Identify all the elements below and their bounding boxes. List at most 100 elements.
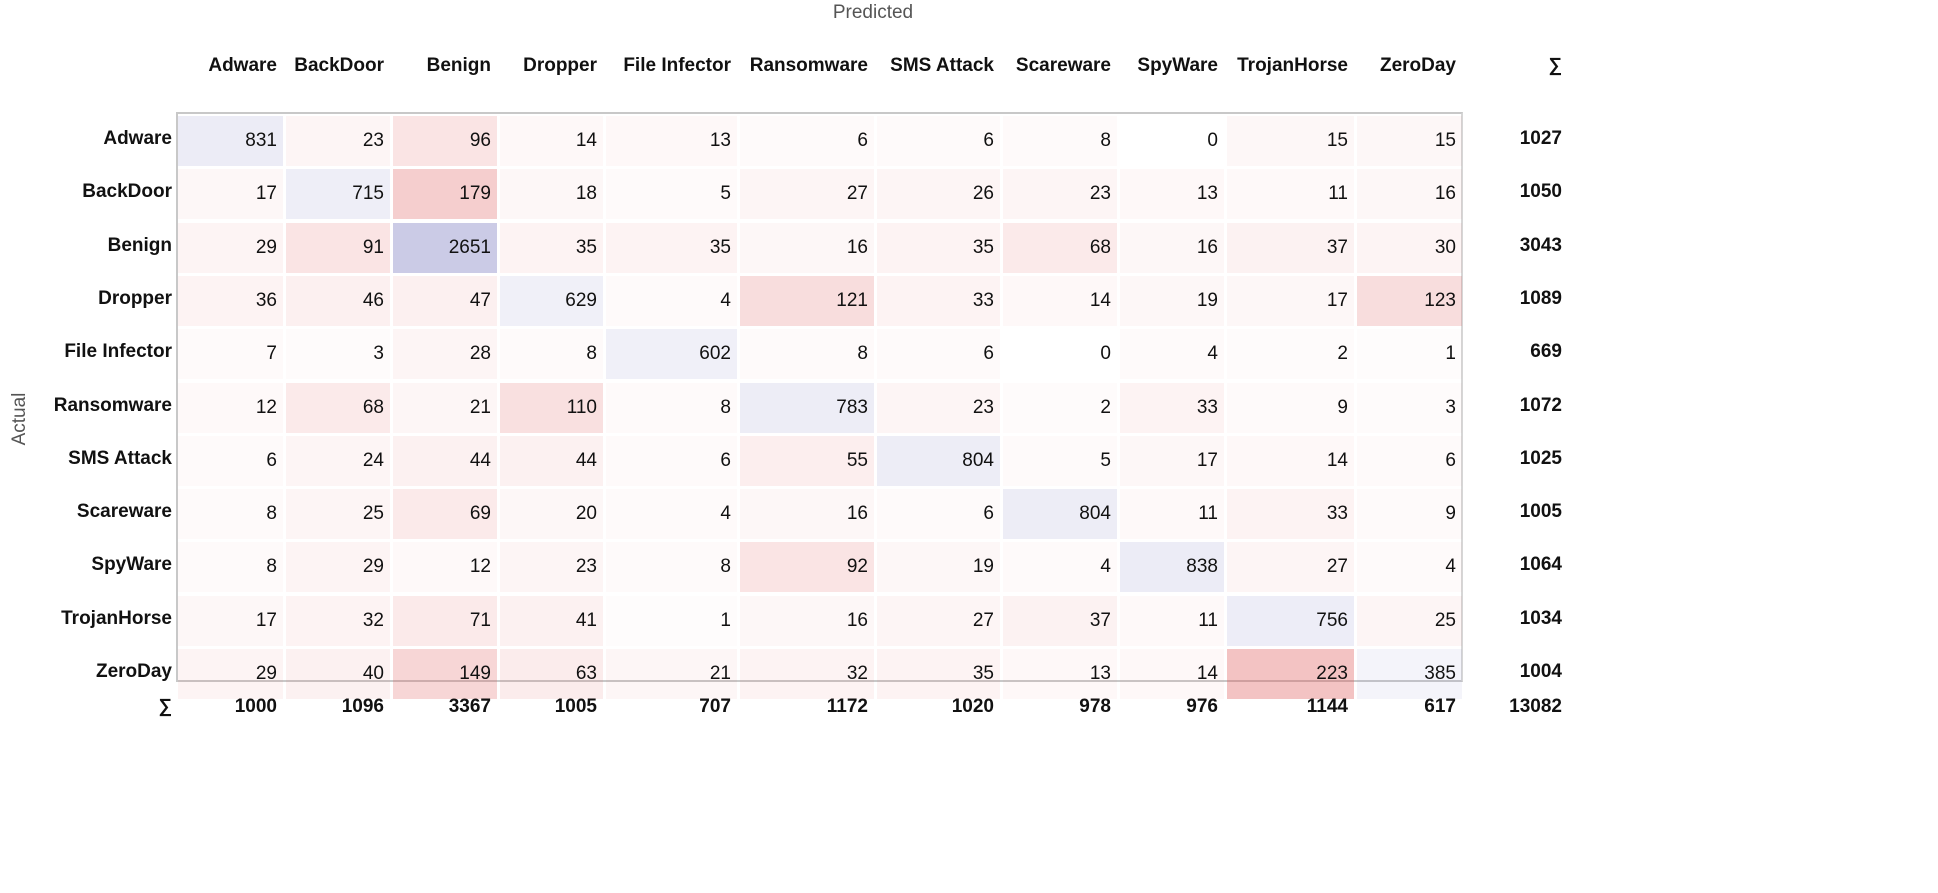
matrix-cell: 44 — [393, 435, 497, 486]
column-header: Scareware — [1015, 55, 1111, 76]
matrix-cell: 6 — [178, 436, 283, 486]
column-header: SMS Attack — [890, 55, 994, 76]
row-header: ZeroDay — [95, 661, 172, 682]
column-sum: 1000 — [234, 696, 277, 717]
matrix-cell: 29 — [178, 222, 283, 273]
row-header: Benign — [107, 234, 172, 256]
row-sum: 1064 — [1519, 554, 1562, 576]
row-header: BackDoor — [82, 181, 172, 203]
matrix-cell: 35 — [606, 222, 737, 273]
row-header: SpyWare — [91, 554, 172, 576]
total-sum: 13082 — [1509, 696, 1562, 717]
column-sum: 978 — [1079, 696, 1111, 717]
column-header: TrojanHorse — [1237, 55, 1348, 76]
matrix-cell: 36 — [178, 275, 283, 326]
row-sum: 1089 — [1519, 287, 1562, 309]
column-sum: 617 — [1424, 696, 1456, 717]
matrix-cell: 23 — [1003, 169, 1117, 220]
matrix-cell: 7 — [178, 329, 283, 379]
matrix-cell: 27 — [740, 169, 874, 220]
row-sum: 669 — [1530, 341, 1562, 363]
row-header: Ransomware — [53, 394, 172, 416]
matrix-cell: 32 — [740, 649, 874, 699]
matrix-cell: 8 — [606, 542, 737, 592]
matrix-cell: 35 — [500, 222, 603, 273]
matrix-cell: 783 — [740, 382, 874, 433]
matrix-cell: 63 — [500, 649, 603, 699]
matrix-cell: 25 — [286, 489, 390, 540]
matrix-cell: 20 — [500, 489, 603, 540]
column-sum: 1005 — [554, 696, 597, 717]
matrix-cell: 91 — [286, 222, 390, 273]
column-header: Benign — [426, 55, 491, 76]
matrix-cell: 804 — [877, 435, 1000, 486]
matrix-cell: 4 — [1003, 542, 1117, 592]
matrix-cell: 55 — [740, 435, 874, 486]
matrix-cell: 24 — [286, 435, 390, 486]
matrix-cell: 0 — [1207, 130, 1218, 151]
matrix-cell: 32 — [286, 595, 390, 646]
matrix-cell: 17 — [1120, 435, 1224, 486]
column-sum: 3367 — [448, 696, 491, 717]
matrix-cell: 1 — [1445, 343, 1456, 365]
matrix-cell: 96 — [393, 116, 497, 166]
matrix-cell: 37 — [1227, 222, 1354, 273]
column-sum: 707 — [699, 696, 731, 717]
column-sum: 1096 — [341, 696, 384, 717]
matrix-cell: 6 — [606, 436, 737, 486]
row-sum: 1050 — [1519, 181, 1562, 203]
matrix-cell: 2651 — [393, 222, 497, 273]
matrix-cell: 41 — [500, 595, 603, 646]
column-sum: 1144 — [1306, 696, 1348, 717]
matrix-cell: 12 — [393, 542, 497, 592]
matrix-cell: 11 — [1120, 596, 1224, 646]
matrix-cell: 11 — [1227, 169, 1354, 219]
column-sum: 976 — [1186, 696, 1218, 717]
matrix-cell: 12 — [178, 383, 283, 433]
matrix-cell: 11 — [1120, 489, 1224, 539]
matrix-cell: 30 — [1357, 222, 1462, 273]
row-sum: 1072 — [1519, 394, 1562, 416]
matrix-cell: 385 — [1357, 649, 1462, 699]
row-sum: 3043 — [1519, 234, 1562, 256]
matrix-cell: 19 — [1120, 275, 1224, 326]
matrix-cell: 47 — [393, 275, 497, 326]
matrix-cell: 13 — [1003, 649, 1117, 699]
matrix-cell: 5 — [1003, 436, 1117, 486]
matrix-cell: 15 — [1227, 116, 1354, 166]
matrix-cell: 29 — [286, 542, 390, 593]
row-sum: 1005 — [1519, 501, 1562, 523]
matrix-cell: 71 — [393, 595, 497, 646]
row-header: SMS Attack — [68, 447, 172, 469]
matrix-cell: 6 — [877, 329, 1000, 379]
row-header: File Infector — [64, 341, 172, 363]
matrix-cell: 16 — [740, 595, 874, 646]
matrix-cell: 13 — [1120, 169, 1224, 220]
matrix-cell: 15 — [1357, 116, 1462, 166]
matrix-cell: 23 — [286, 116, 390, 166]
matrix-cell: 92 — [740, 542, 874, 593]
matrix-cell: 6 — [1357, 436, 1462, 486]
matrix-cell: 37 — [1003, 595, 1117, 646]
matrix-cell: 14 — [1003, 275, 1117, 326]
matrix-cell: 14 — [500, 116, 603, 166]
column-sum: 1172 — [826, 696, 868, 717]
matrix-cell: 756 — [1227, 595, 1354, 646]
matrix-cell: 40 — [286, 649, 390, 699]
matrix-cell: 223 — [1227, 649, 1354, 699]
matrix-cell: 25 — [1357, 595, 1462, 646]
column-header: Dropper — [523, 55, 597, 76]
matrix-cell: 8 — [500, 329, 603, 379]
column-header: Adware — [208, 55, 277, 76]
matrix-cell: 68 — [1003, 222, 1117, 273]
column-header: BackDoor — [294, 55, 384, 76]
matrix-cell: 9 — [1227, 383, 1354, 433]
matrix-cell: 28 — [393, 329, 497, 380]
matrix-cell: 838 — [1120, 542, 1224, 593]
matrix-cell: 8 — [178, 542, 283, 592]
matrix-cell: 0 — [1100, 343, 1111, 365]
column-header-sum: ∑ — [1548, 55, 1562, 76]
matrix-cell: 6 — [740, 116, 874, 166]
matrix-cell: 715 — [286, 169, 390, 220]
column-header: SpyWare — [1137, 55, 1218, 76]
